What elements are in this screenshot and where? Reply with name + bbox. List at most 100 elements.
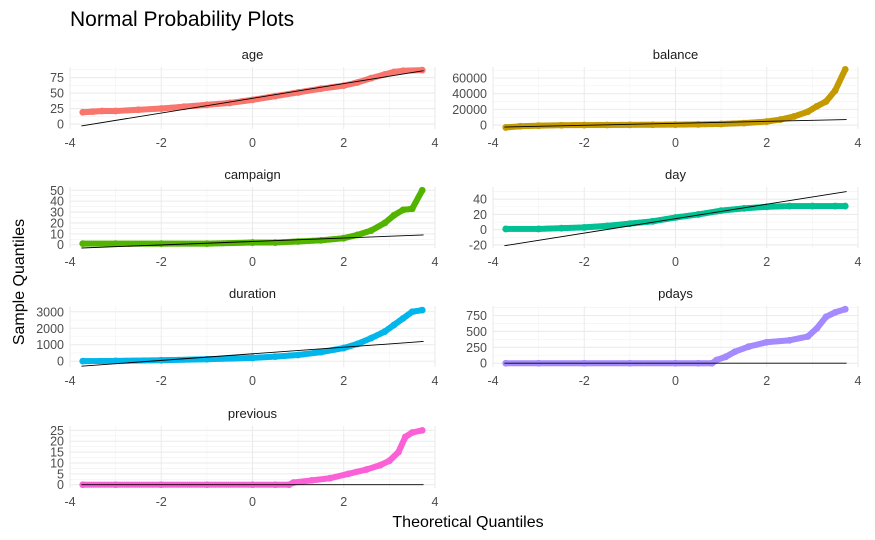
qq-point — [79, 108, 87, 116]
x-tick-label: 0 — [249, 374, 256, 388]
qq-point — [340, 344, 348, 352]
qq-point — [841, 65, 849, 73]
qq-point — [354, 79, 361, 86]
qq-point — [367, 227, 375, 234]
qq-point — [308, 476, 316, 484]
x-tick-label: 0 — [249, 255, 256, 269]
qq-point — [249, 239, 256, 246]
qq-point — [786, 202, 793, 210]
x-tick-label: 0 — [249, 495, 256, 509]
qq-point — [603, 222, 611, 230]
reference-line-age — [81, 70, 424, 127]
x-tick-label: 4 — [432, 374, 439, 388]
y-tick-label: 20 — [50, 216, 64, 230]
qq-point — [367, 334, 375, 342]
reference-line-balance — [504, 119, 847, 128]
x-tick-label: -2 — [579, 136, 590, 150]
x-tick-label: 4 — [855, 136, 862, 150]
x-tick-label: 2 — [340, 374, 347, 388]
qq-point — [804, 108, 812, 116]
qq-point — [822, 98, 830, 105]
qq-point — [813, 102, 821, 110]
reference-line-campaign — [81, 234, 424, 249]
qq-point — [694, 211, 702, 218]
x-tick-label: -4 — [64, 495, 75, 509]
x-tick-label: -2 — [156, 374, 167, 388]
chart-title: Normal Probability Plots — [70, 8, 294, 31]
qq-point — [786, 336, 793, 344]
qq-point — [317, 348, 325, 356]
y-tick-label: 0 — [480, 119, 487, 133]
qq-point — [401, 433, 409, 441]
y-tick-label: 20 — [50, 435, 64, 449]
y-tick-label: 10 — [50, 227, 64, 241]
qq-point — [717, 120, 725, 128]
y-tick-label: 250 — [466, 341, 487, 355]
facet-title-previous: previous — [228, 406, 278, 421]
y-tick-label: 40000 — [452, 87, 487, 101]
x-tick-label: 4 — [855, 255, 862, 269]
qq-point — [226, 99, 234, 107]
x-tick-label: 2 — [340, 255, 347, 269]
panel-pdays: -4 -2 0 2 4 0 250 500 750 pdays — [466, 286, 861, 388]
x-tick-label: -4 — [487, 255, 498, 269]
qq-point — [367, 74, 375, 82]
y-tick-label: 15 — [50, 446, 64, 460]
qq-point — [294, 238, 302, 245]
qq-point — [390, 211, 398, 219]
qq-point — [831, 87, 839, 94]
y-tick-label: 20000 — [452, 103, 487, 117]
qq-point — [112, 357, 120, 365]
x-tick-label: -4 — [487, 374, 498, 388]
x-tick-label: 4 — [432, 255, 439, 269]
qq-point — [831, 308, 839, 316]
y-tick-label: 3000 — [36, 305, 64, 319]
qq-point — [112, 240, 120, 248]
y-tick-label: 0 — [57, 355, 64, 369]
y-tick-label: 0 — [57, 238, 64, 252]
y-tick-label: 20 — [473, 208, 487, 222]
x-tick-label: -2 — [579, 255, 590, 269]
qq-point — [717, 207, 725, 215]
x-tick-label: 2 — [763, 374, 770, 388]
qq-point — [290, 479, 297, 486]
qq-point — [344, 470, 352, 478]
x-tick-label: -4 — [64, 255, 75, 269]
qq-point — [376, 461, 384, 469]
x-tick-label: 2 — [763, 136, 770, 150]
qq-point — [804, 333, 812, 340]
y-tick-label: 40 — [50, 195, 64, 209]
qq-point — [841, 305, 849, 313]
qq-point — [502, 225, 510, 233]
y-tick-label: 1000 — [36, 338, 64, 352]
x-tick-label: 4 — [432, 495, 439, 509]
qq-point — [294, 351, 302, 359]
qq-point — [808, 202, 816, 210]
qq-point — [626, 121, 634, 129]
x-tick-label: 2 — [763, 255, 770, 269]
qq-point — [399, 206, 407, 214]
panel-duration: -4 -2 0 2 4 0 1000 2000 3000 duration — [36, 286, 438, 388]
qq-point — [326, 474, 334, 482]
reference-line-duration — [81, 340, 424, 367]
y-tick-label: 0 — [480, 223, 487, 237]
qq-point — [89, 108, 97, 116]
x-tick-label: -4 — [64, 136, 75, 150]
qq-point — [731, 348, 739, 356]
qq-point — [294, 89, 302, 96]
qq-point — [157, 105, 165, 112]
qq-point — [763, 338, 771, 346]
y-tick-label: 10 — [50, 456, 64, 470]
qq-point — [672, 214, 679, 221]
y-tick-label: 40 — [473, 193, 487, 207]
y-tick-label: 30 — [50, 206, 64, 220]
facet-title-age: age — [242, 47, 264, 62]
qq-point — [418, 426, 426, 434]
y-tick-label: 25 — [50, 424, 64, 438]
qq-point — [418, 66, 426, 74]
qq-point — [558, 121, 565, 129]
